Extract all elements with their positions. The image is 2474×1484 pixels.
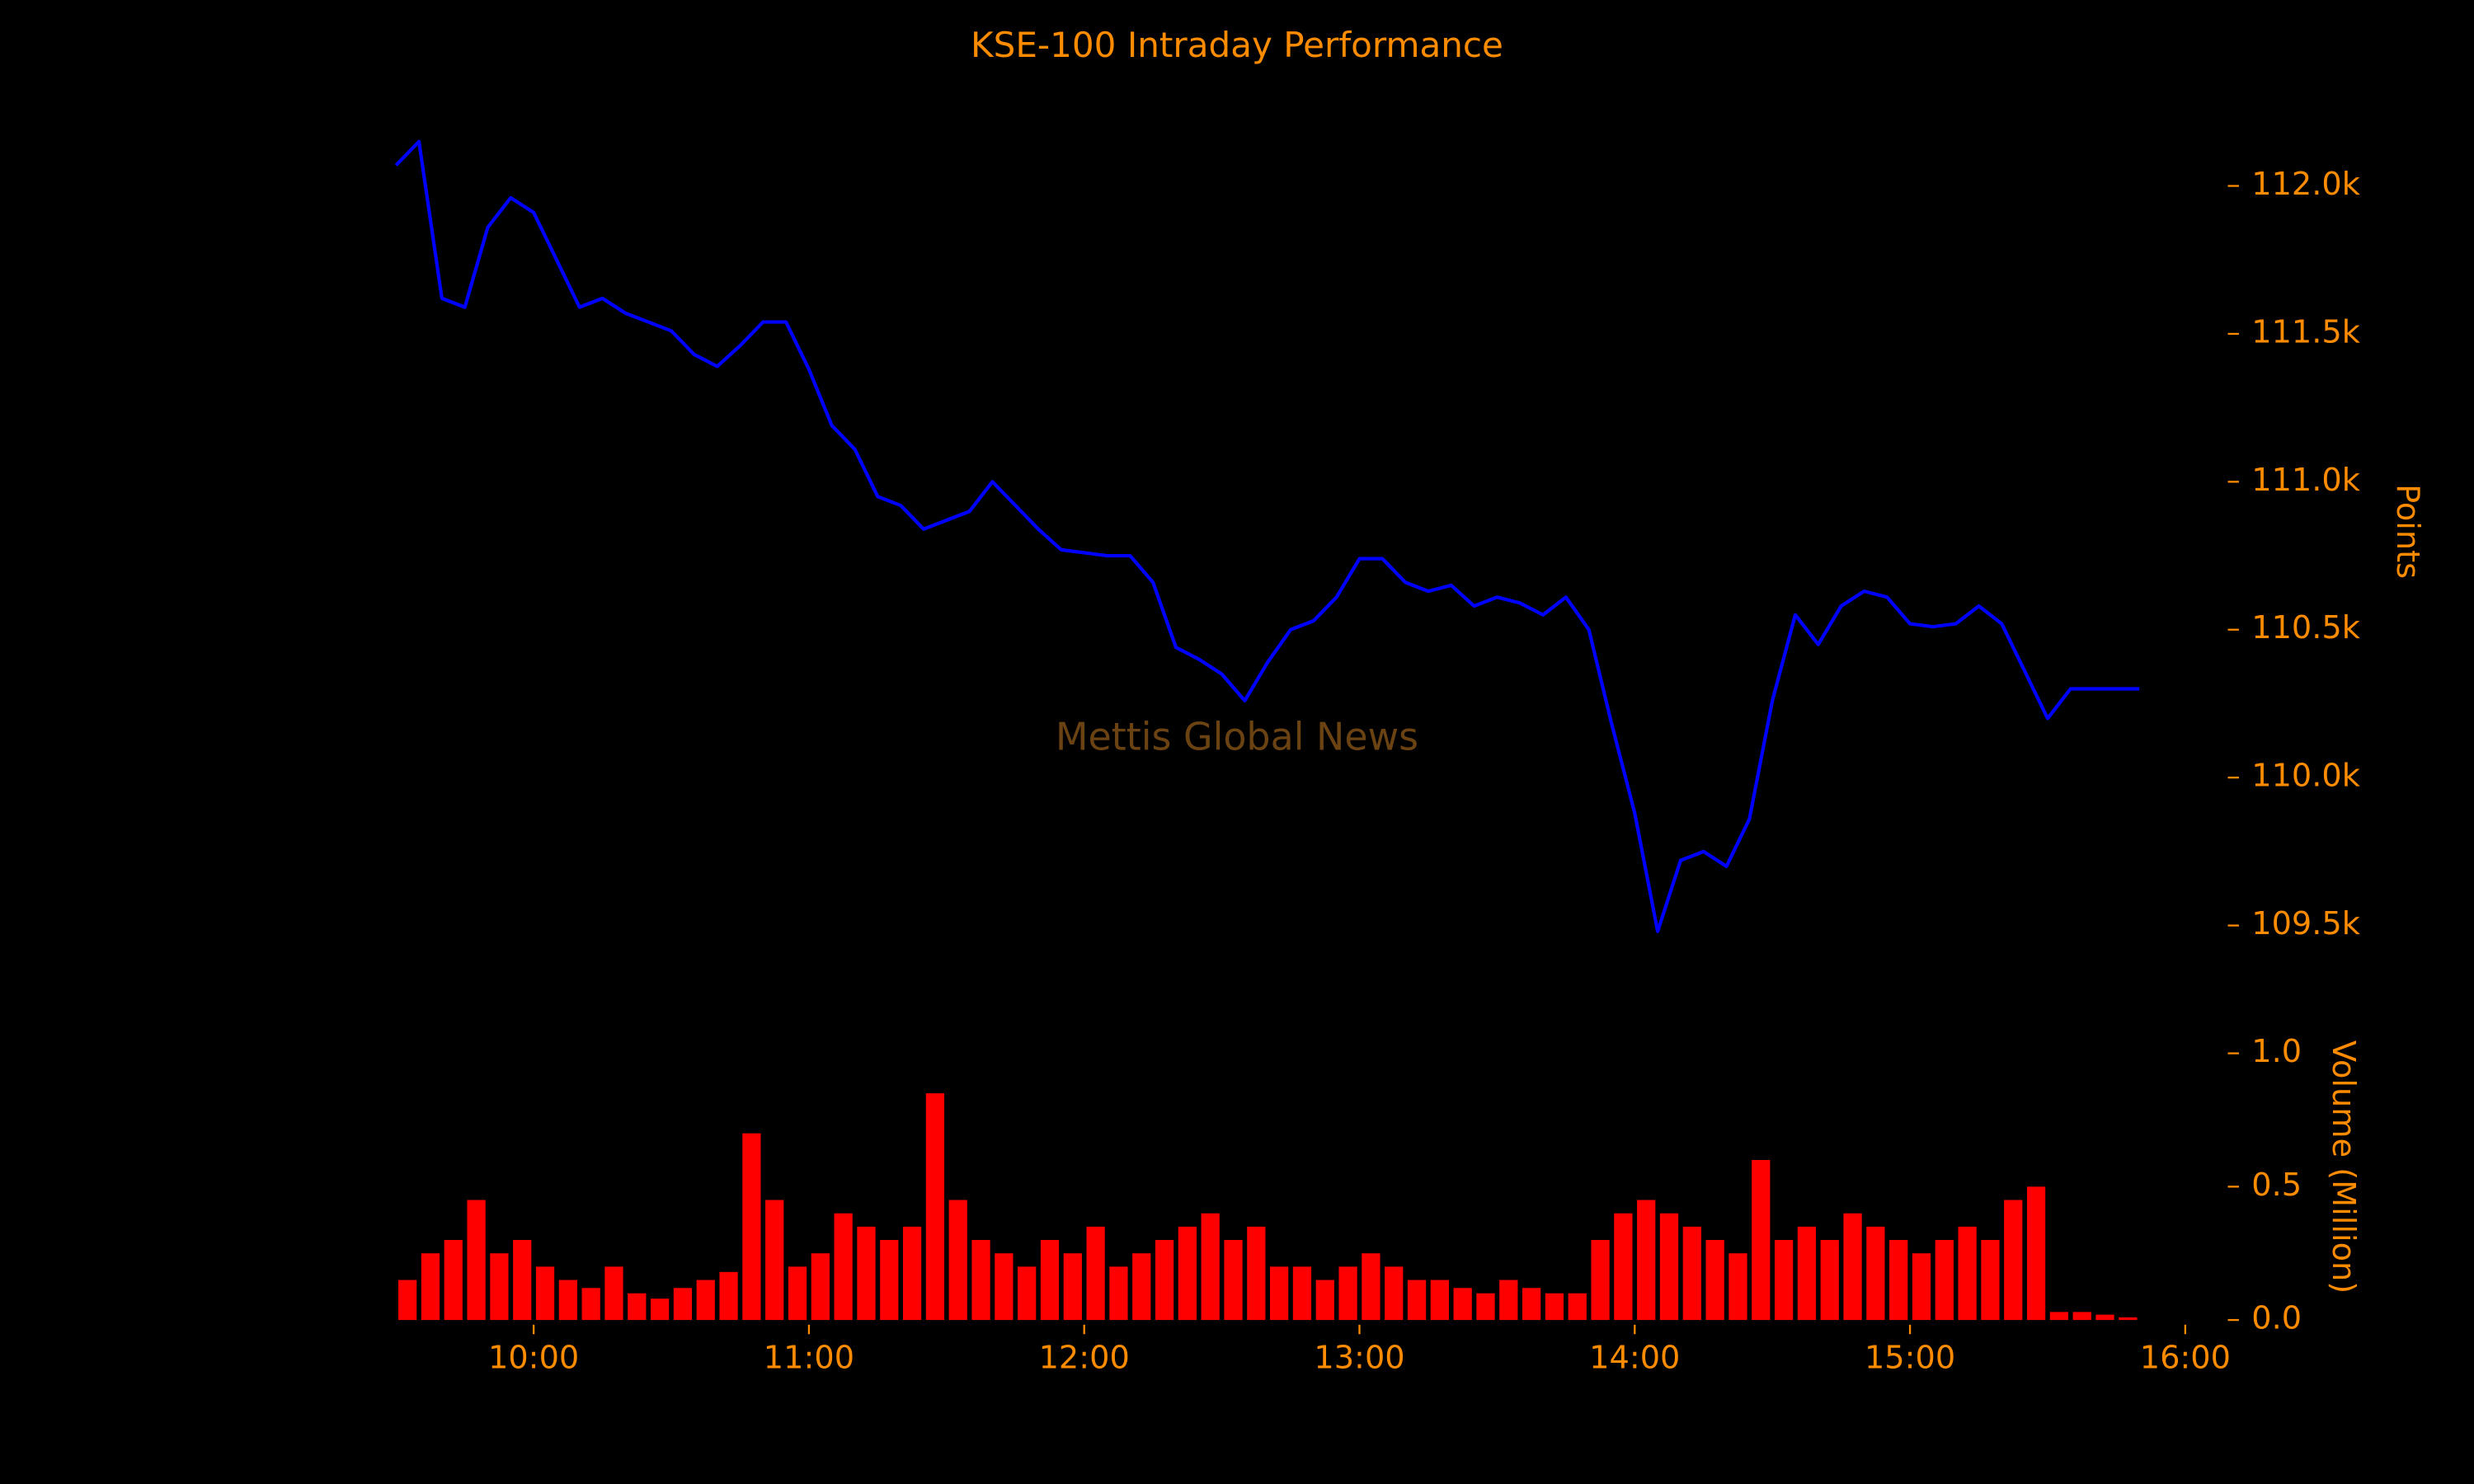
volume-bar (1637, 1200, 1656, 1321)
volume-bar (467, 1200, 486, 1321)
volume-bar (558, 1280, 577, 1321)
price-line (394, 139, 2140, 933)
volume-bar (1315, 1280, 1334, 1321)
x-tick-label: 16:00 (2140, 1339, 2231, 1376)
y-tick-label: 111.0k (2251, 462, 2361, 499)
volume-bar (902, 1226, 922, 1321)
volume-bar (1797, 1226, 1817, 1321)
volume-bar (673, 1288, 693, 1321)
volume-bar (1407, 1280, 1427, 1321)
volume-bar (1178, 1226, 1197, 1321)
x-tick-label: 15:00 (1865, 1339, 1955, 1376)
volume-bar (1752, 1159, 1771, 1321)
volume-bar (1040, 1240, 1060, 1321)
volume-bar (1453, 1288, 1472, 1321)
volume-bar (444, 1240, 463, 1321)
volume-bar (1063, 1253, 1082, 1321)
x-tick-label: 11:00 (764, 1339, 854, 1376)
volume-bar (628, 1293, 647, 1321)
volume-bar (1981, 1240, 2000, 1321)
volume-bar (1659, 1213, 1679, 1321)
volume-bar (1729, 1253, 1747, 1321)
volume-bar (604, 1266, 623, 1321)
y-tick-label: 109.5k (2251, 905, 2361, 942)
volume-bar (1201, 1213, 1220, 1321)
volume-bar (719, 1271, 738, 1321)
volume-bar (1820, 1240, 1839, 1321)
volume-bar (1362, 1253, 1380, 1321)
volume-bar (696, 1280, 715, 1321)
y-axis-label: Points (2389, 484, 2426, 579)
x-tick-label: 13:00 (1314, 1339, 1404, 1376)
y2-axis-label: Volume (Million) (2325, 1040, 2362, 1294)
volume-bar (880, 1240, 899, 1321)
volume-bar (513, 1240, 532, 1321)
volume-bar (650, 1298, 670, 1321)
volume-bar (1430, 1280, 1449, 1321)
volume-bar (1292, 1266, 1312, 1321)
y-tick-label: 111.5k (2251, 313, 2361, 350)
volume-bar (925, 1093, 945, 1321)
volume-bar (1705, 1240, 1724, 1321)
volume-bar (742, 1133, 761, 1321)
volume-bar (857, 1226, 876, 1321)
volume-bar (2026, 1186, 2046, 1321)
volume-bar (1224, 1240, 1243, 1321)
volume-bar (535, 1266, 555, 1321)
volume-bar (2049, 1312, 2069, 1321)
y-tick-label: 0.5 (2251, 1167, 2302, 1204)
volume-bar (811, 1253, 830, 1321)
volume-bar (1247, 1226, 1266, 1321)
volume-bar (1086, 1226, 1105, 1321)
volume-bar (971, 1240, 990, 1321)
volume-bar (788, 1266, 807, 1321)
volume-bar (398, 1280, 417, 1321)
volume-bar (2095, 1314, 2114, 1321)
volume-bar (1476, 1293, 1495, 1321)
volume-bar (1843, 1213, 1862, 1321)
volume-bar (1499, 1280, 1518, 1321)
volume-bar (1155, 1240, 1174, 1321)
volume-bar (1889, 1240, 1908, 1321)
volume-bar (1866, 1226, 1885, 1321)
volume-bar (1545, 1293, 1564, 1321)
y-tick-label: 110.0k (2251, 758, 2361, 795)
watermark: Mettis Global News (1056, 715, 1418, 759)
volume-bar (1935, 1240, 1954, 1321)
volume-bar (1614, 1213, 1633, 1321)
volume-bar (1132, 1253, 1151, 1321)
volume-bar (1568, 1293, 1587, 1321)
volume-bar (1385, 1266, 1404, 1321)
volume-bar (1958, 1226, 1977, 1321)
volume-bar (1682, 1226, 1701, 1321)
volume-bar (995, 1253, 1014, 1321)
x-tick-label: 14:00 (1589, 1339, 1680, 1376)
volume-bar (490, 1253, 509, 1321)
volume-bar (1912, 1253, 1931, 1321)
volume-bar (581, 1288, 600, 1321)
x-tick-label: 12:00 (1039, 1339, 1130, 1376)
volume-bar (2072, 1312, 2091, 1321)
volume-bar (1270, 1266, 1289, 1321)
volume-bar (1522, 1288, 1541, 1321)
volume-bar (421, 1253, 440, 1321)
x-tick-label: 10:00 (488, 1339, 579, 1376)
volume-bar (948, 1200, 967, 1321)
y-tick-label: 1.0 (2251, 1033, 2302, 1070)
y-tick-label: 110.5k (2251, 609, 2361, 646)
y-tick-label: 112.0k (2251, 166, 2361, 203)
volume-bar (1018, 1266, 1037, 1321)
volume-bar (2119, 1317, 2138, 1321)
volume-bar (765, 1200, 784, 1321)
volume-bar (1109, 1266, 1128, 1321)
volume-bar (834, 1213, 853, 1321)
volume-bar (1338, 1266, 1357, 1321)
y-tick-label: 0.0 (2251, 1300, 2302, 1337)
volume-bar (1591, 1240, 1610, 1321)
chart-title: KSE-100 Intraday Performance (971, 25, 1503, 65)
volume-bar (2004, 1200, 2023, 1321)
volume-bar (1774, 1240, 1794, 1321)
